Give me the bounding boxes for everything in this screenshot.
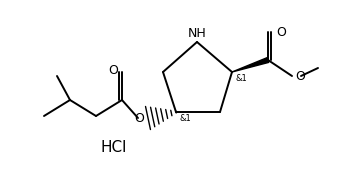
Text: O: O — [276, 25, 286, 38]
Text: HCl: HCl — [100, 141, 126, 155]
Text: O: O — [295, 69, 305, 82]
Text: &1: &1 — [179, 114, 191, 123]
Text: NH: NH — [188, 27, 207, 40]
Text: O: O — [134, 111, 144, 124]
Text: O: O — [108, 64, 118, 77]
Text: &1: &1 — [235, 74, 247, 83]
Polygon shape — [232, 58, 269, 72]
